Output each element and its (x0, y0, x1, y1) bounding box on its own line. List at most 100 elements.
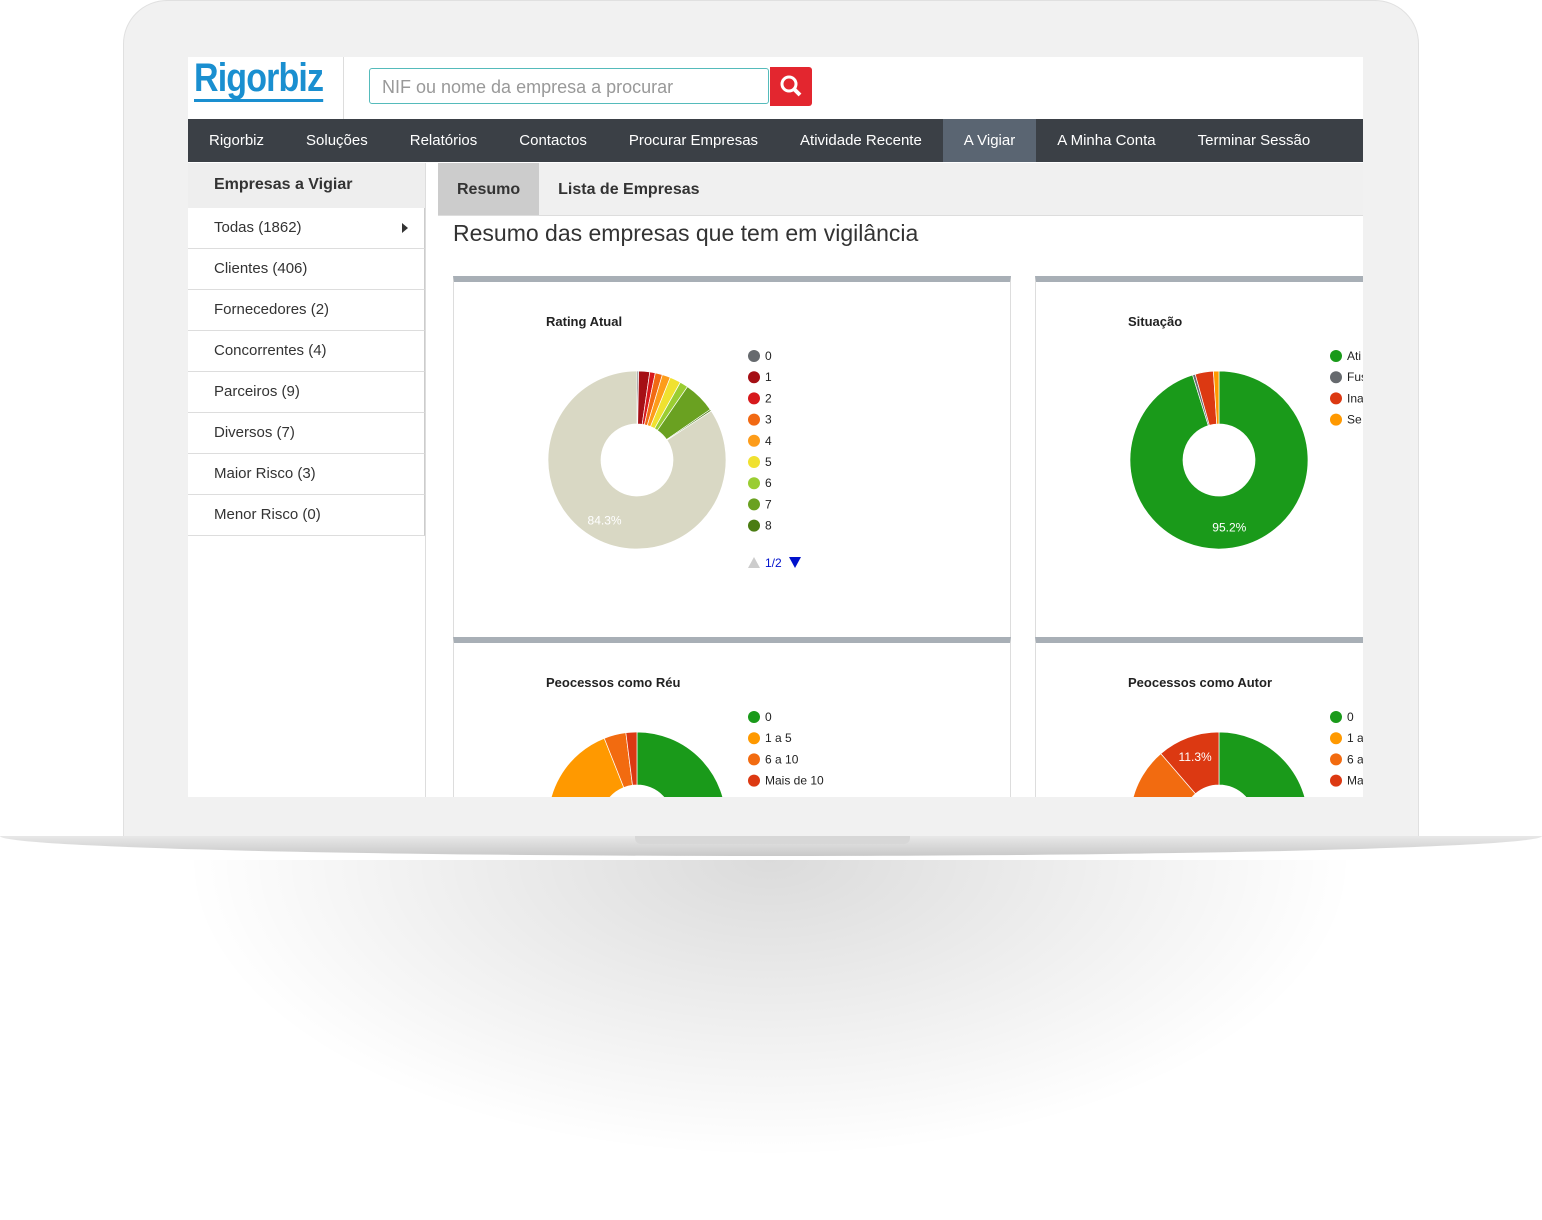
nav-bar: Rigorbiz Soluções Relatórios Contactos Procu… (188, 119, 1363, 162)
heading: Resumo das empresas que tem em vigilânci… (453, 220, 919, 246)
legend-label[interactable]: 2 (765, 391, 772, 405)
value-label: 84.3% (588, 513, 622, 527)
nav-item[interactable]: Terminar Sessão (1197, 132, 1311, 149)
logo[interactable]: Rigorbiz (194, 57, 324, 102)
legend-dot (1330, 711, 1342, 723)
legend-dot (1330, 753, 1342, 766)
sidebar-item[interactable]: Fornecedores (2) (188, 290, 425, 331)
nav-item[interactable]: Soluções (306, 132, 368, 149)
legend-label[interactable]: 6 (765, 476, 772, 490)
legend-label[interactable]: 1 a (1347, 731, 1363, 745)
separator (343, 57, 344, 119)
value-label: 11.3% (1179, 750, 1212, 764)
legend-label[interactable]: Ma (1347, 774, 1363, 788)
legend-dot (748, 392, 760, 405)
pie-slice (625, 731, 638, 786)
legend-dot (748, 413, 760, 426)
legend-dot (1330, 774, 1342, 787)
pager-down[interactable] (789, 557, 801, 568)
nav-item[interactable]: Rigorbiz (209, 132, 265, 149)
sidebar-item[interactable]: Todas (1862) (188, 208, 425, 249)
legend-label[interactable]: Se de (1347, 413, 1363, 427)
legend-label[interactable]: Mais de 10 (765, 774, 824, 788)
legend-dot (748, 350, 760, 362)
search-icon (780, 75, 802, 97)
legend-label[interactable]: Fus (1347, 370, 1363, 384)
nav-item[interactable]: Relatórios (409, 132, 478, 149)
legend-dot (748, 434, 760, 447)
chart: Peocessos como Réu 0 1 a 5 6 a 10 Mais de 10 (546, 675, 824, 797)
sidebar-item[interactable]: Parceiros (9) (188, 372, 425, 413)
shadow (180, 860, 1360, 1160)
legend-dot (748, 774, 760, 787)
legend-label[interactable]: 8 (765, 519, 772, 533)
search-button[interactable] (770, 67, 812, 106)
nav-item[interactable]: Procurar Empresas (628, 132, 759, 149)
sidebar-item[interactable]: Clientes (406) (188, 249, 425, 290)
search-input[interactable]: NIF ou nome da empresa a procurar (369, 68, 769, 104)
legend-dot (748, 732, 760, 745)
sidebar-item[interactable]: Concorrentes (4) (188, 331, 425, 372)
sidebar-title: Empresas a Vigiar (188, 163, 425, 208)
legend-dot (748, 711, 760, 723)
tabs: Resumo Lista de Empresas (438, 163, 1363, 216)
legend-label[interactable]: 6 a 10 (765, 752, 799, 766)
chart-panel: Peocessos como Autor 0 1 a 6 a 11.3% Ma (1035, 637, 1363, 797)
legend-dot (748, 753, 760, 766)
value-label: 95.2% (1212, 521, 1246, 535)
legend-dot (1330, 371, 1342, 384)
chart: Situação 95.2% Ati Fus Ina Se de (1128, 314, 1363, 550)
legend-label[interactable]: 3 (765, 413, 772, 427)
legend-label[interactable]: 7 (765, 497, 772, 511)
sidebar: Empresas a Vigiar Todas (1862) Clientes (… (188, 163, 426, 797)
legend-page: 1/2 (765, 556, 782, 570)
sidebar-item[interactable]: Menor Risco (0) (188, 495, 425, 536)
legend-dot (748, 498, 760, 511)
pie-slice (1129, 370, 1309, 550)
pie-slice (1160, 731, 1220, 795)
pie-slice (636, 731, 724, 797)
chart-title: Rating Atual (546, 314, 622, 329)
legend-label[interactable]: 1 a 5 (765, 731, 792, 745)
legend-dot (748, 371, 760, 384)
sidebar-item[interactable]: Maior Risco (3) (188, 454, 425, 495)
legend-dot (1330, 350, 1342, 362)
laptop-base (0, 836, 1542, 856)
chart-panel: Rating Atual 0 1 2 3 4 5 6 7 8 84.3% 1/2 (453, 276, 1011, 642)
legend-label[interactable]: Ati (1347, 349, 1361, 363)
sidebar-item[interactable]: Diversos (7) (188, 413, 425, 454)
legend-label[interactable]: 0 (765, 710, 772, 724)
nav-item[interactable]: A Minha Conta (1057, 132, 1156, 149)
nav-item[interactable]: A Vigiar (942, 119, 1037, 162)
chart-title: Situação (1128, 314, 1182, 329)
legend-label[interactable]: 0 (765, 349, 772, 363)
chart-panel: Situação 95.2% Ati Fus Ina Se de (1035, 276, 1363, 642)
chart-panel: Peocessos como Réu 0 1 a 5 6 a 10 Mais de 10 (453, 637, 1011, 797)
tab[interactable]: Lista de Empresas (558, 181, 700, 198)
pie-slice (1213, 370, 1220, 425)
legend-label[interactable]: 0 (1347, 710, 1354, 724)
pie-slice (551, 737, 625, 797)
chart-title: Peocessos como Autor (1128, 675, 1272, 690)
legend-label[interactable]: 1 (765, 370, 772, 384)
chart: Peocessos como Autor 0 1 a 6 a 11.3% Ma (1128, 675, 1363, 797)
legend-dot (748, 456, 760, 468)
laptop-notch (635, 836, 910, 844)
legend-label[interactable]: Ina (1347, 391, 1363, 405)
legend-label[interactable]: 5 (765, 455, 772, 469)
pager-up (748, 557, 760, 568)
legend-dot (1330, 732, 1342, 745)
arrow (402, 223, 408, 233)
tab[interactable]: Resumo (438, 163, 540, 215)
legend-label[interactable]: 4 (765, 434, 772, 448)
nav-item[interactable]: Contactos (519, 132, 587, 149)
pie-slice (547, 370, 727, 550)
legend-label[interactable]: 6 a (1347, 752, 1363, 766)
legend-dot (1330, 392, 1342, 405)
legend-dot (748, 519, 760, 532)
legend-dot (748, 477, 760, 490)
screen: Rigorbiz NIF ou nome da empresa a procur… (188, 57, 1363, 797)
nav-item[interactable]: Atividade Recente (800, 132, 922, 149)
chart: Rating Atual 0 1 2 3 4 5 6 7 8 84.3% 1/2 (546, 314, 801, 570)
